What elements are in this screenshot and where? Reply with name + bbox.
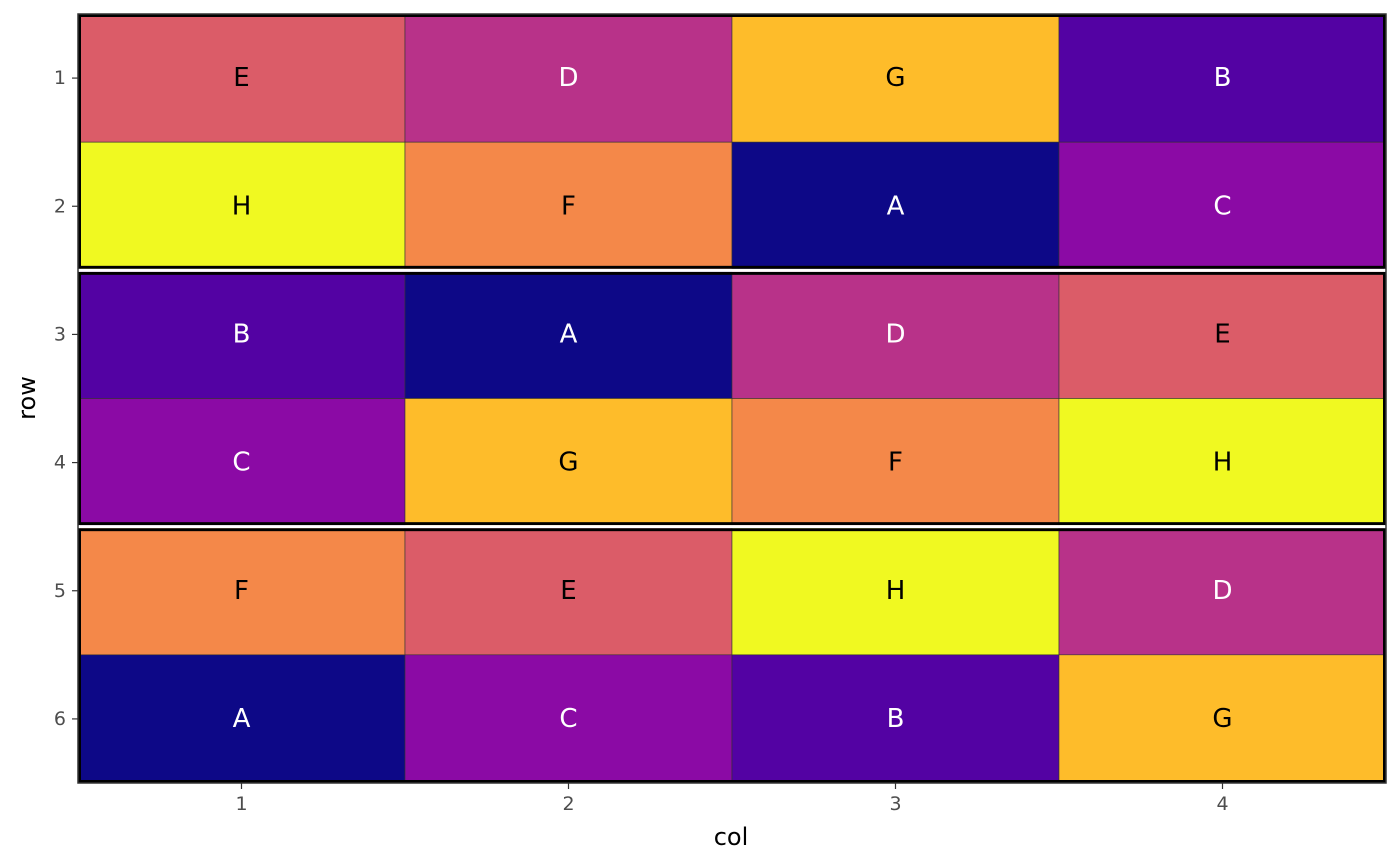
y-tick-label-3: 3 (54, 323, 66, 345)
heatmap-cell-r1-c1 (79, 15, 406, 143)
y-tick-label-4: 4 (54, 452, 66, 474)
x-tick-label-3: 3 (889, 793, 901, 815)
heatmap-cell-r5-c4 (1058, 526, 1385, 656)
heatmap-cell-r3-c4 (1058, 270, 1385, 399)
x-axis: 1 2 3 4 (235, 783, 1229, 815)
heatmap-cell-r2-c4 (1058, 141, 1385, 271)
y-tick-label-2: 2 (54, 195, 66, 217)
cell-label-r3-c1: B (233, 319, 251, 349)
heatmap-cell-r5-c3 (731, 526, 1060, 656)
heatmap-cell-r1-c3 (731, 15, 1060, 143)
cell-label-r1-c2: D (558, 63, 578, 93)
cell-label-r6-c1: A (233, 704, 251, 734)
cell-label-r2-c2: F (561, 191, 576, 221)
cell-label-r4-c3: F (888, 448, 903, 478)
heatmap-cell-r3-c1 (79, 270, 406, 399)
cell-label-r1-c1: E (233, 63, 249, 93)
cell-label-r6-c2: C (559, 704, 577, 734)
cell-label-r6-c3: B (887, 704, 905, 734)
heatmap-cell-r2-c2 (404, 141, 733, 271)
x-tick-label-1: 1 (235, 793, 247, 815)
cell-label-r5-c1: F (234, 576, 249, 606)
heatmap-cell-r4-c4 (1058, 398, 1385, 527)
heatmap-cell-labels: E D G B H F A C B A D E C G F H F E H D A C B G (232, 63, 1233, 734)
heatmap-cell-r5-c1 (79, 526, 406, 656)
y-tick-label-1: 1 (54, 67, 66, 89)
heatmap-cells (79, 15, 1385, 782)
heatmap-cell-r2-c3 (731, 141, 1060, 271)
heatmap-cell-r4-c3 (731, 398, 1060, 527)
heatmap-cell-r5-c2 (404, 526, 733, 656)
block-outline-1 (78, 14, 1386, 269)
block-outlines (78, 14, 1386, 784)
heatmap-cell-r6-c2 (404, 654, 733, 782)
heatmap-cell-r6-c3 (731, 654, 1060, 782)
cell-label-r4-c1: C (232, 448, 250, 478)
cell-label-r4-c2: G (558, 448, 578, 478)
cell-label-r3-c2: A (560, 319, 578, 349)
cell-label-r5-c3: H (886, 576, 906, 606)
cell-label-r6-c4: G (1212, 704, 1232, 734)
cell-label-r2-c1: H (232, 191, 252, 221)
cell-label-r3-c4: E (1214, 319, 1230, 349)
y-tick-label-5: 5 (54, 580, 66, 602)
cell-label-r1-c4: B (1214, 63, 1232, 93)
heatmap-cell-r3-c2 (404, 270, 733, 399)
cell-label-r5-c4: D (1212, 576, 1232, 606)
x-tick-label-4: 4 (1216, 793, 1228, 815)
y-tick-label-6: 6 (54, 708, 66, 730)
x-axis-title: col (714, 823, 749, 851)
heatmap-cell-r6-c4 (1058, 654, 1385, 782)
heatmap-cell-r6-c1 (79, 654, 406, 782)
y-axis-title: row (13, 376, 41, 420)
cell-label-r1-c3: G (885, 63, 905, 93)
y-axis: 1 2 3 4 5 6 (54, 67, 78, 730)
heatmap-cell-r1-c4 (1058, 15, 1385, 143)
cell-label-r5-c2: E (560, 576, 576, 606)
heatmap-cell-r4-c2 (404, 398, 733, 527)
block-outline-2 (78, 271, 1386, 526)
cell-label-r2-c4: C (1213, 191, 1231, 221)
heatmap-cell-r4-c1 (79, 398, 406, 527)
cell-label-r3-c3: D (885, 319, 905, 349)
block-outline-3 (78, 528, 1386, 784)
cell-label-r2-c3: A (887, 191, 905, 221)
cell-label-r4-c4: H (1213, 448, 1233, 478)
x-tick-label-2: 2 (562, 793, 574, 815)
plot-panel-border (77, 13, 1387, 784)
